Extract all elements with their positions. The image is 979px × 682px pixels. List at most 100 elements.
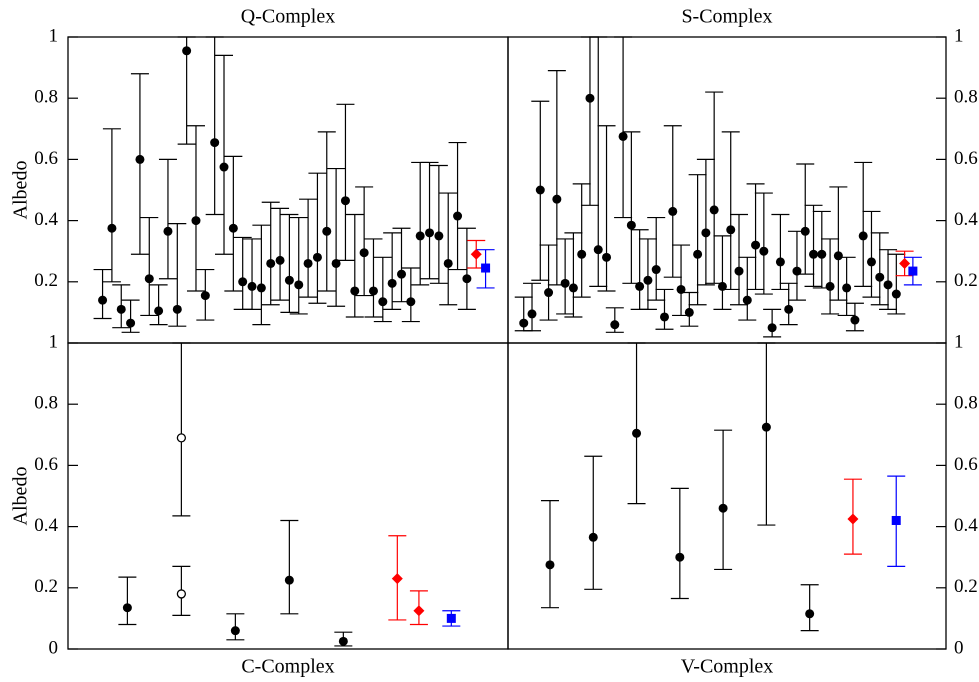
point [651, 265, 661, 275]
point [618, 131, 628, 141]
point [338, 636, 348, 646]
point [415, 231, 425, 241]
point-square [908, 266, 918, 276]
y-tick-label: 0 [954, 637, 964, 658]
y-tick-label: 1 [49, 25, 59, 46]
point [593, 245, 603, 255]
point [126, 318, 136, 328]
point-diamond [470, 248, 482, 260]
point [717, 281, 727, 291]
point [742, 295, 752, 305]
point-square [891, 515, 901, 525]
point [331, 258, 341, 268]
y-tick-label: 0 [49, 637, 59, 658]
point [443, 258, 453, 268]
point [734, 266, 744, 276]
y-tick-label: 0.8 [34, 87, 58, 108]
y-axis-label: Albedo [10, 467, 32, 526]
point [809, 249, 819, 259]
y-tick-label: 0.8 [34, 393, 58, 414]
point [800, 226, 810, 236]
point [544, 288, 554, 298]
point [850, 315, 860, 325]
point [368, 286, 378, 296]
point [751, 240, 761, 250]
point [122, 603, 132, 613]
point [842, 283, 852, 293]
point [726, 225, 736, 235]
point [718, 503, 728, 513]
point [453, 211, 463, 221]
point-diamond [413, 605, 425, 617]
point [585, 93, 595, 103]
point [284, 275, 294, 285]
point [635, 281, 645, 291]
y-tick-label: 0.2 [34, 270, 58, 291]
point [775, 257, 785, 267]
point [588, 532, 598, 542]
point [350, 286, 360, 296]
point [238, 277, 248, 287]
point [462, 274, 472, 284]
y-tick-label: 0.2 [34, 576, 58, 597]
point [632, 428, 642, 438]
point [284, 575, 294, 585]
point [191, 216, 201, 226]
point [519, 318, 529, 328]
point [116, 304, 126, 314]
point [107, 223, 117, 233]
point [340, 196, 350, 206]
y-tick-label: 0.2 [954, 270, 978, 291]
y-tick-label: 1 [954, 25, 964, 46]
point [182, 46, 192, 56]
point [200, 291, 210, 301]
point [701, 228, 711, 238]
y-tick-label: 0.2 [954, 576, 978, 597]
point [767, 323, 777, 333]
point [825, 281, 835, 291]
point [784, 304, 794, 314]
y-tick-label: 0.4 [954, 209, 978, 230]
point [545, 560, 555, 570]
plot-frame [507, 342, 947, 650]
point [626, 220, 636, 230]
point [833, 251, 843, 261]
point [552, 194, 562, 204]
y-tick-label: 0.4 [34, 515, 58, 536]
point [359, 248, 369, 258]
plot-frame [67, 342, 509, 650]
point [397, 269, 407, 279]
point [883, 280, 893, 290]
point-diamond [899, 257, 911, 269]
point [247, 281, 257, 291]
y-tick-label: 0.6 [34, 148, 58, 169]
point [378, 297, 388, 307]
point [228, 223, 238, 233]
point [219, 162, 229, 172]
point [266, 258, 276, 268]
y-tick-label: 0.4 [34, 209, 58, 230]
point-open [176, 589, 187, 599]
point [135, 154, 145, 164]
y-tick-label: 1 [49, 331, 59, 352]
point [875, 272, 885, 282]
point [294, 280, 304, 290]
point [792, 266, 802, 276]
point [275, 255, 285, 265]
point [759, 246, 769, 256]
panel-title: V-Complex [681, 656, 774, 678]
point [163, 226, 173, 236]
point [684, 307, 694, 317]
point [98, 295, 108, 305]
y-tick-label: 0.8 [954, 393, 978, 414]
y-tick-label: 1 [954, 331, 964, 352]
point [560, 278, 570, 288]
point [693, 249, 703, 259]
point [230, 626, 240, 636]
y-tick-label: 0.6 [954, 454, 978, 475]
point [602, 252, 612, 262]
point-diamond [391, 573, 403, 585]
plot-frame [67, 36, 509, 344]
panel-title: Q-Complex [241, 6, 335, 28]
